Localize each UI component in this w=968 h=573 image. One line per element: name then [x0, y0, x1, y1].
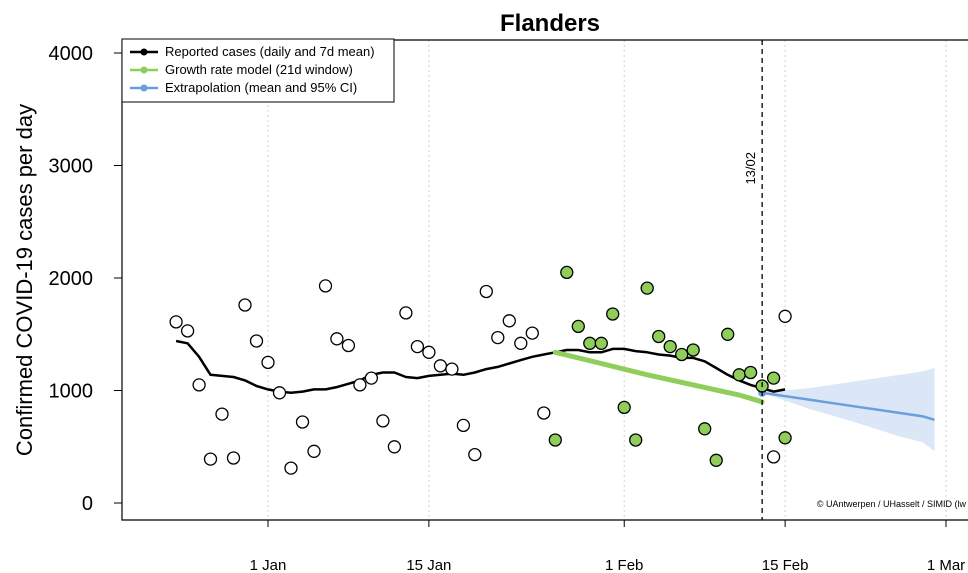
- daily-point-open: [238, 298, 252, 312]
- daily-point-open: [479, 284, 493, 299]
- daily-point-open: [318, 279, 333, 293]
- daily-point-open: [422, 345, 436, 359]
- daily-point-filled: [675, 347, 689, 362]
- legend-marker-reported: [140, 48, 148, 56]
- daily-point-open: [433, 359, 448, 373]
- daily-point-filled: [709, 453, 723, 467]
- daily-point-open: [261, 355, 275, 370]
- daily-point-open: [410, 339, 425, 354]
- chart-title: Flanders: [500, 10, 600, 37]
- daily-point-filled: [652, 329, 666, 344]
- model-line: [552, 349, 765, 405]
- points-group: [169, 265, 792, 475]
- daily-point-open: [778, 309, 792, 323]
- daily-point-open: [525, 326, 539, 340]
- daily-point-open: [399, 306, 413, 320]
- y-axis-label: Confirmed COVID-19 cases per day: [12, 104, 37, 456]
- y-ticks: 0 1000 2000 3000 4000: [49, 43, 122, 515]
- legend: Reported cases (daily and 7d mean) Growt…: [121, 38, 395, 103]
- daily-point-open: [364, 371, 379, 385]
- daily-point-open: [387, 440, 402, 454]
- daily-point-open: [537, 406, 551, 420]
- y-tick-label: 4000: [49, 43, 94, 65]
- daily-point-filled: [732, 368, 746, 382]
- legend-label-extrapolation: Extrapolation (mean and 95% CI): [165, 80, 357, 95]
- daily-point-filled: [583, 336, 597, 350]
- legend-marker-extrapolation: [140, 84, 148, 92]
- legend-box: [121, 38, 395, 103]
- daily-point-open: [341, 338, 356, 353]
- credit-text: © UAntwerpen / UHasselt / SIMID (lw: [817, 499, 967, 509]
- daily-point-open: [215, 407, 229, 421]
- legend-marker-model: [140, 66, 148, 74]
- daily-point-open: [330, 332, 344, 346]
- reference-line-group: 13/02: [743, 40, 763, 520]
- legend-label-model: Growth rate model (21d window): [165, 62, 353, 77]
- daily-point-filled: [629, 433, 643, 447]
- daily-point-open: [491, 330, 505, 345]
- daily-point-open: [445, 362, 459, 376]
- daily-point-filled: [686, 343, 700, 357]
- ci-band: [762, 368, 935, 452]
- daily-point-open: [468, 447, 482, 462]
- axes: [121, 39, 968, 521]
- daily-point-open: [169, 315, 183, 329]
- daily-point-filled: [617, 400, 631, 415]
- daily-point-filled: [606, 307, 620, 321]
- extrapolation-line: [761, 391, 935, 421]
- x-tick-label: 1 Mar: [927, 557, 965, 573]
- daily-point-open: [307, 444, 321, 458]
- daily-point-filled: [640, 281, 654, 295]
- daily-point-filled: [560, 265, 574, 280]
- daily-point-filled: [594, 336, 608, 350]
- daily-point-open: [514, 336, 528, 350]
- daily-point-filled: [663, 339, 677, 354]
- y-tick-label: 3000: [49, 156, 94, 178]
- daily-point-open: [376, 414, 390, 428]
- x-ticks: 1 Jan 15 Jan 1 Feb 15 Feb 1 Mar: [250, 520, 965, 573]
- daily-point-filled: [698, 422, 712, 436]
- y-tick-label: 0: [82, 493, 93, 515]
- reference-line-label: 13/02: [743, 152, 758, 185]
- axis-frame: [121, 39, 968, 521]
- daily-point-filled: [571, 319, 585, 334]
- daily-point-open: [180, 324, 195, 338]
- daily-point-open: [192, 378, 206, 392]
- daily-point-open: [284, 461, 298, 475]
- daily-point-open: [295, 415, 310, 429]
- x-tick-label: 15 Jan: [406, 557, 451, 573]
- daily-point-filled: [721, 327, 735, 341]
- x-tick-label: 15 Feb: [762, 557, 809, 573]
- grid: [267, 40, 947, 520]
- daily-point-open: [353, 378, 367, 392]
- legend-label-reported: Reported cases (daily and 7d mean): [165, 44, 375, 59]
- daily-point-open: [766, 450, 781, 464]
- x-tick-label: 1 Jan: [250, 557, 287, 573]
- daily-point-filled: [743, 365, 758, 380]
- daily-point-open: [272, 386, 287, 400]
- daily-point-open: [502, 314, 516, 328]
- daily-point-open: [456, 418, 471, 433]
- x-tick-label: 1 Feb: [605, 557, 643, 573]
- ci-band-group: [762, 368, 935, 452]
- daily-point-open: [226, 451, 241, 465]
- daily-point-filled: [548, 433, 562, 447]
- y-tick-label: 1000: [49, 381, 94, 403]
- daily-point-filled: [766, 371, 781, 385]
- y-tick-label: 2000: [49, 268, 94, 290]
- daily-point-open: [249, 334, 264, 348]
- daily-point-open: [203, 452, 218, 466]
- daily-point-filled: [778, 431, 792, 445]
